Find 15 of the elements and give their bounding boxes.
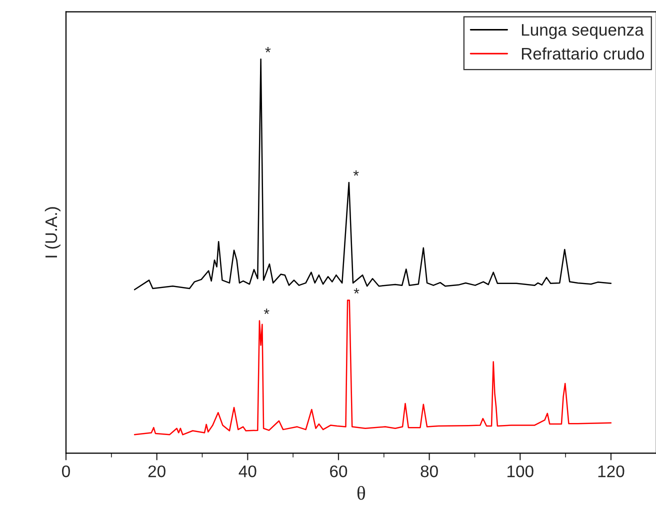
x-tick-label: 20	[148, 465, 166, 478]
annotation: *	[353, 170, 359, 176]
legend-label: Refrattario crudo	[522, 47, 644, 60]
annotation: *	[354, 288, 360, 294]
x-tick-label: 100	[508, 465, 534, 478]
y-axis-title: I (U.A.)	[44, 207, 60, 258]
annotation: *	[264, 308, 270, 314]
annotation: *	[265, 47, 271, 52]
x-tick-label: 0	[62, 465, 70, 478]
legend-label: Lunga sequenza	[522, 24, 644, 40]
x-tick-label: 120	[598, 465, 624, 478]
x-tick-label: 40	[238, 465, 256, 478]
x-tick-label: 80	[420, 465, 438, 478]
x-axis-title: θ	[357, 486, 366, 500]
x-tick-label: 60	[330, 465, 348, 478]
